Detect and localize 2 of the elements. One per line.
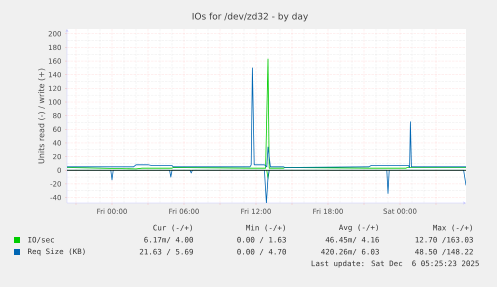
chart-title: IOs for /dev/zd32 - by day: [192, 12, 308, 22]
y-axis-title: Units read (-) / write (+): [38, 68, 46, 164]
